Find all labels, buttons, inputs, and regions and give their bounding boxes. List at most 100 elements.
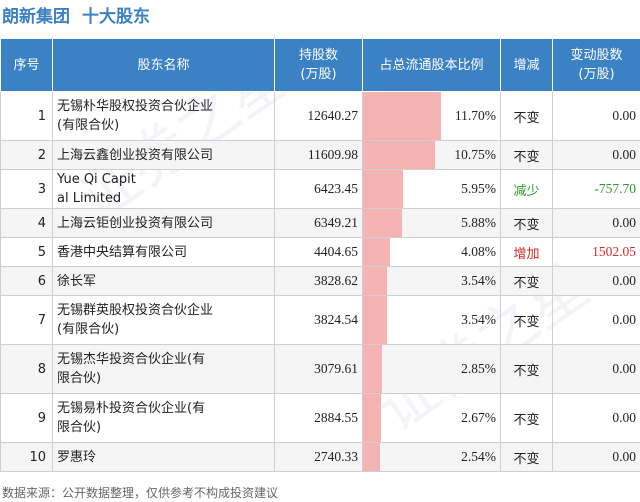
change-amount: 0.00 <box>552 344 640 394</box>
ratio-bar <box>363 92 442 140</box>
table-row: 2 上海云鑫创业投资有限公司 11609.98 10.75% 不变 0.00 <box>0 140 640 170</box>
row-index: 4 <box>0 208 53 238</box>
row-index: 6 <box>0 266 53 296</box>
company-name: 朗新集团 <box>2 7 70 27</box>
ratio-cell: 11.70% <box>362 91 501 141</box>
change-status: 不变 <box>500 208 553 238</box>
ratio-value: 3.54% <box>461 273 496 288</box>
ratio-value: 2.54% <box>461 449 496 464</box>
row-index: 10 <box>0 442 53 472</box>
change-status: 不变 <box>500 295 553 345</box>
change-status: 不变 <box>500 266 553 296</box>
ratio-cell: 3.54% <box>362 295 501 345</box>
change-status: 不变 <box>500 91 553 141</box>
ratio-bar <box>363 209 403 237</box>
page-title: 朗新集团 十大股东 <box>2 2 150 28</box>
change-amount: 0.00 <box>552 442 640 472</box>
table-header-row: 序号 股东名称 持股数 (万股) 占总流通股本比例 增减 变动股数 (万股) <box>0 38 640 92</box>
column-header-delta: 变动股数 (万股) <box>552 38 640 92</box>
ratio-value: 4.08% <box>461 244 496 259</box>
shares-held: 6349.21 <box>274 208 363 238</box>
change-status: 减少 <box>500 169 553 209</box>
ratio-value: 5.88% <box>461 215 496 230</box>
table-row: 8 无锡杰华投资合伙企业(有 限合伙) 3079.61 2.85% 不变 0.00 <box>0 344 640 394</box>
shareholder-name: 无锡易朴投资合伙企业(有 限合伙) <box>52 393 275 443</box>
change-amount: 0.00 <box>552 140 640 170</box>
table-row: 3 Yue Qi Capit al Limited 6423.45 5.95% 减少 -7… <box>0 169 640 209</box>
table-row: 4 上海云钜创业投资有限公司 6349.21 5.88% 不变 0.00 <box>0 208 640 238</box>
column-header-shares: 持股数 (万股) <box>274 38 363 92</box>
shareholder-name: 无锡朴华股权投资合伙企业 (有限合伙) <box>52 91 275 141</box>
table-row: 7 无锡群英股权投资合伙企业 (有限合伙) 3824.54 3.54% 不变 0.00 <box>0 295 640 345</box>
shares-held: 6423.45 <box>274 169 363 209</box>
shares-held: 3828.62 <box>274 266 363 296</box>
row-index: 7 <box>0 295 53 345</box>
shareholder-name: 无锡群英股权投资合伙企业 (有限合伙) <box>52 295 275 345</box>
shareholder-name: Yue Qi Capit al Limited <box>52 169 275 209</box>
table-row: 1 无锡朴华股权投资合伙企业 (有限合伙) 12640.27 11.70% 不变 0.00 <box>0 91 640 141</box>
table-row: 5 香港中央结算有限公司 4404.65 4.08% 增加 1502.05 <box>0 237 640 267</box>
shareholder-name: 徐长军 <box>52 266 275 296</box>
change-amount: 1502.05 <box>552 237 640 267</box>
ratio-cell: 2.54% <box>362 442 501 472</box>
ratio-cell: 5.88% <box>362 208 501 238</box>
shares-held: 4404.65 <box>274 237 363 267</box>
row-index: 3 <box>0 169 53 209</box>
ratio-value: 10.75% <box>454 147 496 162</box>
ratio-value: 2.85% <box>461 361 496 376</box>
change-status: 增加 <box>500 237 553 267</box>
ratio-bar <box>363 141 435 169</box>
row-index: 2 <box>0 140 53 170</box>
ratio-value: 11.70% <box>454 108 496 123</box>
shares-held: 2740.33 <box>274 442 363 472</box>
shares-held: 3824.54 <box>274 295 363 345</box>
ratio-cell: 5.95% <box>362 169 501 209</box>
shares-held: 3079.61 <box>274 344 363 394</box>
column-header-change: 增减 <box>500 38 553 92</box>
ratio-cell: 10.75% <box>362 140 501 170</box>
shareholder-name: 无锡杰华投资合伙企业(有 限合伙) <box>52 344 275 394</box>
ratio-value: 2.67% <box>461 410 496 425</box>
data-source-note: 数据来源：公开数据整理，仅供参考不构成投资建议 <box>2 486 279 500</box>
change-amount: 0.00 <box>552 266 640 296</box>
row-index: 1 <box>0 91 53 141</box>
row-index: 5 <box>0 237 53 267</box>
row-index: 9 <box>0 393 53 443</box>
change-status: 不变 <box>500 344 553 394</box>
column-header-index: 序号 <box>0 38 53 92</box>
ratio-value: 3.54% <box>461 312 496 327</box>
shareholder-name: 上海云鑫创业投资有限公司 <box>52 140 275 170</box>
change-status: 不变 <box>500 140 553 170</box>
change-status: 不变 <box>500 442 553 472</box>
column-header-ratio: 占总流通股本比例 <box>362 38 501 92</box>
ratio-bar <box>363 238 391 266</box>
change-status: 不变 <box>500 393 553 443</box>
ratio-value: 5.95% <box>461 181 496 196</box>
table-row: 10 罗惠玲 2740.33 2.54% 不变 0.00 <box>0 442 640 472</box>
ratio-bar <box>363 170 403 208</box>
shareholder-name: 罗惠玲 <box>52 442 275 472</box>
ratio-cell: 2.85% <box>362 344 501 394</box>
change-amount: -757.70 <box>552 169 640 209</box>
ratio-bar <box>363 394 381 442</box>
table-row: 6 徐长军 3828.62 3.54% 不变 0.00 <box>0 266 640 296</box>
change-amount: 0.00 <box>552 208 640 238</box>
ratio-cell: 2.67% <box>362 393 501 443</box>
top-shareholders-table: 序号 股东名称 持股数 (万股) 占总流通股本比例 增减 变动股数 (万股) 1… <box>0 38 640 472</box>
shareholder-name: 香港中央结算有限公司 <box>52 237 275 267</box>
ratio-cell: 4.08% <box>362 237 501 267</box>
shares-held: 12640.27 <box>274 91 363 141</box>
table-row: 9 无锡易朴投资合伙企业(有 限合伙) 2884.55 2.67% 不变 0.00 <box>0 393 640 443</box>
shares-held: 11609.98 <box>274 140 363 170</box>
page-subtitle: 十大股东 <box>82 7 150 27</box>
change-amount: 0.00 <box>552 295 640 345</box>
change-amount: 0.00 <box>552 393 640 443</box>
shares-held: 2884.55 <box>274 393 363 443</box>
shareholder-name: 上海云钜创业投资有限公司 <box>52 208 275 238</box>
ratio-bar <box>363 267 387 295</box>
column-header-name: 股东名称 <box>52 38 275 92</box>
row-index: 8 <box>0 344 53 394</box>
ratio-bar <box>363 296 387 344</box>
ratio-bar <box>363 443 380 471</box>
ratio-bar <box>363 345 383 393</box>
